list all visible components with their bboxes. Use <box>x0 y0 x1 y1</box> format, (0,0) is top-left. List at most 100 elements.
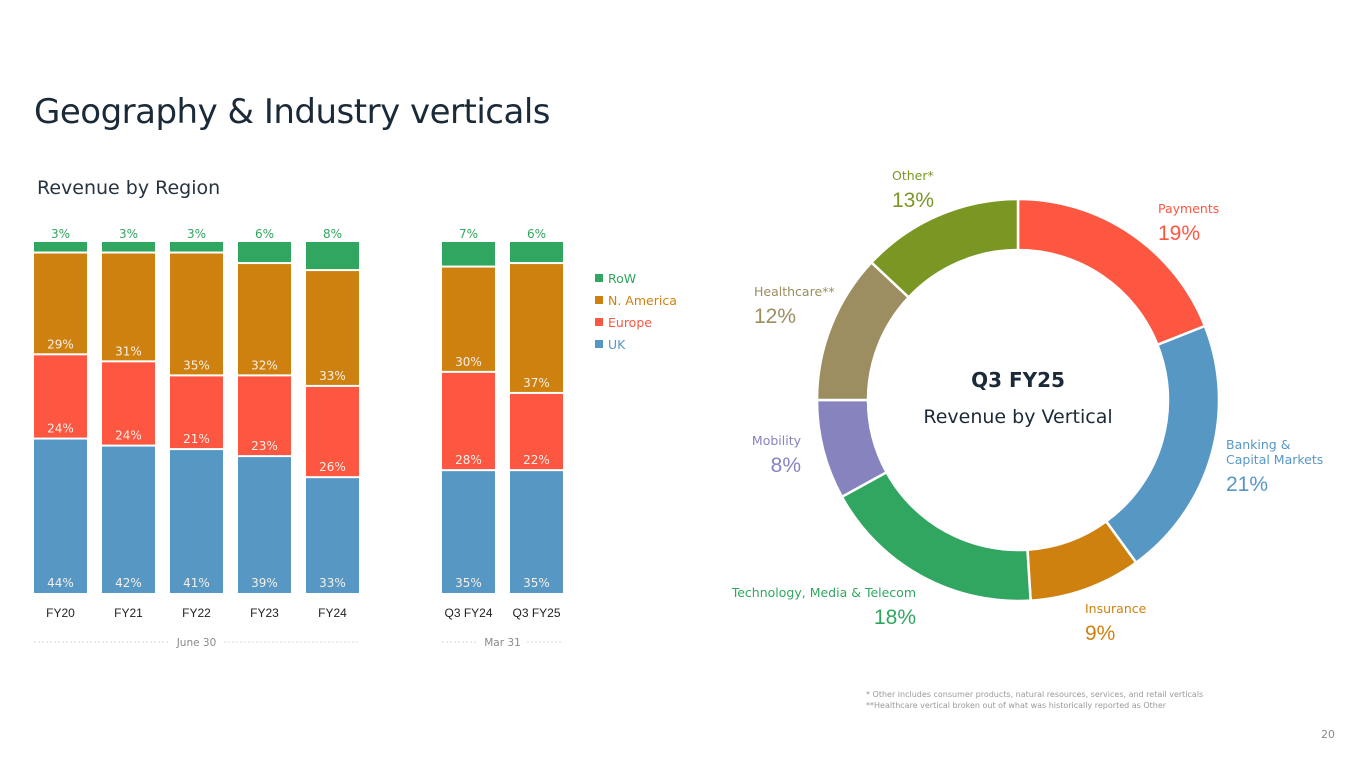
legend-swatch-europe <box>595 318 603 326</box>
legend-label-row: RoW <box>608 271 636 286</box>
slice-value-other: 13% <box>892 189 934 212</box>
data-label-europe: 21% <box>183 432 210 446</box>
data-label-uk: 33% <box>319 576 346 590</box>
legend-label-n-america: N. America <box>608 293 677 308</box>
slice-label-payments: Payments <box>1158 201 1219 216</box>
data-label-europe: 24% <box>115 429 142 443</box>
data-label-uk: 44% <box>47 576 74 590</box>
slice-value-payments: 19% <box>1158 222 1200 245</box>
bar-segment-row-fy21 <box>102 242 155 252</box>
bar-segment-row-fy24 <box>306 242 359 270</box>
donut-slice-technology-media-telecom <box>840 470 1032 603</box>
data-label-n-america: 32% <box>251 358 278 372</box>
data-label-row: 6% <box>255 227 274 241</box>
data-label-n-america: 33% <box>319 369 346 383</box>
data-label-uk: 39% <box>251 576 278 590</box>
donut-center-title: Q3 FY25 <box>971 368 1065 392</box>
data-label-europe: 23% <box>251 439 278 453</box>
bar-segment-row-fy23 <box>238 242 291 263</box>
footnote-other: * Other includes consumer products, natu… <box>866 690 1204 699</box>
bar-segment-uk-fy21 <box>102 446 155 593</box>
bar-segment-n-america-fy23 <box>238 264 291 375</box>
bar-segment-row-fy22 <box>170 242 223 252</box>
x-tick-label: Q3 FY24 <box>444 606 492 620</box>
data-label-row: 7% <box>459 227 478 241</box>
slice-label-banking-capital-markets: Capital Markets <box>1226 452 1323 467</box>
slice-value-technology-media-telecom: 18% <box>874 606 916 629</box>
footnote-healthcare: **Healthcare vertical broken out of what… <box>866 701 1167 710</box>
data-label-uk: 42% <box>115 576 142 590</box>
legend-swatch-uk <box>595 340 603 348</box>
slice-value-insurance: 9% <box>1085 622 1115 645</box>
group-label: June 30 <box>176 637 217 649</box>
bar-segment-n-america-fy20 <box>34 253 87 354</box>
page-number: 20 <box>1321 728 1335 741</box>
slice-value-healthcare: 12% <box>754 305 796 328</box>
data-label-row: 8% <box>323 227 342 241</box>
bar-segment-row-q3-fy25 <box>510 242 563 263</box>
bar-segment-europe-fy21 <box>102 362 155 445</box>
data-label-europe: 26% <box>319 460 346 474</box>
slice-label-healthcare: Healthcare** <box>754 284 835 299</box>
data-label-row: 3% <box>187 227 206 241</box>
data-label-n-america: 35% <box>183 358 210 372</box>
data-label-uk: 35% <box>455 576 482 590</box>
slice-label-other: Other* <box>892 168 934 183</box>
x-tick-label: FY20 <box>46 606 75 620</box>
slice-label-banking-capital-markets: Banking & <box>1226 437 1291 452</box>
revenue-by-region-chart: 44% 24% 29% 3% FY20 42% 24% 31% 3% FY21 41% 21% 35% 3… <box>34 227 677 649</box>
donut-slice-payments <box>1016 197 1207 347</box>
donut-slice-other <box>869 197 1020 300</box>
data-label-n-america: 37% <box>523 376 550 390</box>
slice-value-mobility: 8% <box>771 454 801 477</box>
bar-segment-europe-fy22 <box>170 376 223 449</box>
legend-swatch-n-america <box>595 296 603 304</box>
bar-segment-n-america-fy24 <box>306 271 359 385</box>
group-label: Mar 31 <box>484 637 521 649</box>
bar-chart-title: Revenue by Region <box>37 177 221 199</box>
bar-segment-row-fy20 <box>34 242 87 252</box>
bar-segment-n-america-q3-fy25 <box>510 264 563 392</box>
legend-label-europe: Europe <box>608 315 652 330</box>
x-tick-label: Q3 FY25 <box>512 606 560 620</box>
data-label-n-america: 30% <box>455 355 482 369</box>
bar-segment-n-america-fy22 <box>170 253 223 375</box>
data-label-row: 3% <box>119 227 138 241</box>
legend-swatch-row <box>595 274 603 282</box>
bar-segment-europe-fy24 <box>306 386 359 477</box>
bar-segment-uk-fy23 <box>238 457 291 593</box>
bar-segment-uk-q3-fy24 <box>442 471 495 593</box>
bar-segment-uk-fy24 <box>306 478 359 593</box>
data-label-europe: 22% <box>523 453 550 467</box>
data-label-row: 6% <box>527 227 546 241</box>
x-tick-label: FY23 <box>250 606 279 620</box>
slice-label-technology-media-telecom: Technology, Media & Telecom <box>731 585 916 600</box>
data-label-uk: 35% <box>523 576 550 590</box>
bar-segment-row-q3-fy24 <box>442 242 495 266</box>
slice-value-banking-capital-markets: 21% <box>1226 473 1268 496</box>
bar-segment-europe-q3-fy25 <box>510 393 563 470</box>
donut-center-subtitle: Revenue by Vertical <box>923 406 1113 428</box>
x-tick-label: FY22 <box>182 606 211 620</box>
data-label-europe: 24% <box>47 422 74 436</box>
legend-label-uk: UK <box>608 337 626 352</box>
bar-segment-europe-fy20 <box>34 355 87 438</box>
bar-segment-europe-q3-fy24 <box>442 372 495 470</box>
data-label-uk: 41% <box>183 576 210 590</box>
bar-segment-uk-fy22 <box>170 450 223 593</box>
data-label-n-america: 29% <box>47 337 74 351</box>
bar-segment-europe-fy23 <box>238 376 291 456</box>
bar-segment-n-america-fy21 <box>102 253 155 361</box>
bar-segment-uk-q3-fy25 <box>510 471 563 593</box>
bar-segment-uk-fy20 <box>34 439 87 593</box>
x-tick-label: FY24 <box>318 606 347 620</box>
slice-label-insurance: Insurance <box>1085 601 1147 616</box>
data-label-n-america: 31% <box>115 344 142 358</box>
bar-segment-n-america-q3-fy24 <box>442 267 495 371</box>
donut-slice-banking-capital-markets <box>1104 324 1221 565</box>
data-label-row: 3% <box>51 227 70 241</box>
x-tick-label: FY21 <box>114 606 143 620</box>
slice-label-mobility: Mobility <box>752 433 802 448</box>
data-label-europe: 28% <box>455 453 482 467</box>
